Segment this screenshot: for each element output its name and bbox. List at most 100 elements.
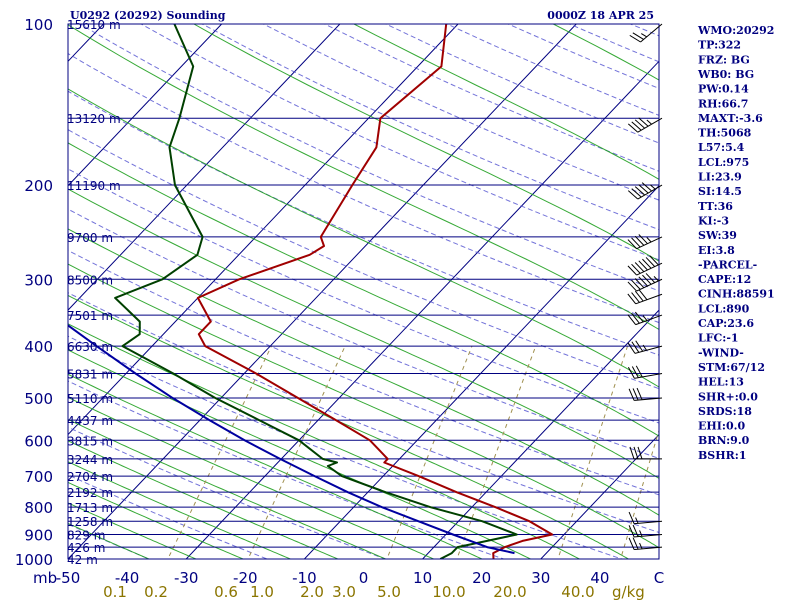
moist-adiabat [68,188,659,479]
sounding-index: LCL:890 [698,302,750,315]
moist-adiabat [68,396,435,559]
moist-adiabat [68,88,659,388]
pressure-axis-label: mb [33,569,57,587]
temperature-tick-label: -10 [292,569,317,587]
dry-adiabat [68,426,387,559]
pressure-tick-label: 800 [24,499,53,517]
height-label: 829 m [67,529,105,543]
temperature-tick-label: -30 [174,569,199,587]
height-label: 5110 m [67,392,113,406]
moist-adiabat [68,323,581,559]
mixing-ratio-line [620,428,659,559]
moist-adiabat [68,24,659,331]
sounding-index: LFC:-1 [698,332,739,345]
chart-time: 0000Z 18 APR 25 [547,9,654,22]
temperature-tick-label: 40 [590,569,609,587]
mixing-ratio-line [386,345,473,559]
mixing-ratio-tick-label: 0.2 [144,583,168,600]
moist-adiabat [68,522,151,559]
mixing-ratio-line [167,345,272,559]
dry-adiabat [79,24,659,292]
height-label: 1713 m [67,501,113,515]
sounding-index: EI:3.8 [698,244,735,257]
dewpoint-profile [114,24,518,559]
pressure-tick-label: 600 [24,432,53,450]
sounding-index: BSHR:1 [698,449,747,462]
isobars [68,23,659,560]
wind-barbs [627,23,663,551]
pressure-tick-label: 900 [24,527,53,545]
height-label: 4437 m [67,414,113,428]
wind-barb [627,234,663,250]
sounding-index: TT:36 [698,200,733,213]
moist-adiabat [68,294,630,559]
sounding-index: HEL:13 [698,376,744,389]
sounding-index: BRN:9.0 [698,434,750,447]
chart-title: U0292 (20292) Sounding [70,9,226,22]
height-label: 426 m [67,541,105,555]
parcel-profile [68,324,515,555]
sounding-index: PW:0.14 [698,83,749,96]
dry-adiabat [68,208,659,459]
sounding-index: STM:67/12 [698,361,765,374]
mixing-ratio-tick-label: 2.0 [300,583,324,600]
height-label: 9700 m [67,231,113,245]
wind-barb [627,340,663,354]
sounding-index: WB0: BG [697,68,754,81]
plot-frame [67,23,660,560]
mixing-ratio-tick-label: 10.0 [432,583,465,600]
isotherm-line [540,433,659,559]
mixing-ratio-tick-label: 3.0 [332,583,356,600]
wind-barb [627,117,663,133]
temperature-tick-label: -50 [56,569,81,587]
wind-barb [627,182,663,200]
wind-barb [628,387,663,401]
sounding-index: -PARCEL- [698,258,757,271]
height-label: 2704 m [67,470,113,484]
height-label: 8500 m [67,273,113,287]
sounding-index: SHR+:0.0 [698,390,758,403]
pressure-tick-labels: 100 200 300 400 500 600 700 800 900 1000 [15,16,53,569]
isotherm-line [185,60,659,559]
sounding-index: MAXT:-3.6 [698,112,763,125]
moist-adiabat [68,228,659,516]
sounding-index: EHI:0.0 [698,420,745,433]
sounding-index: SW:39 [698,229,737,242]
dry-adiabat [68,335,624,559]
height-label: 13120 m [67,112,121,126]
dry-adiabat [68,474,269,559]
mixing-ratio-tick-label: 20.0 [493,583,526,600]
isotherm-line [68,24,577,559]
mixing-ratio-tick-label: 0.6 [214,583,238,600]
sounding-index: CAPE:12 [698,273,751,286]
temperature-tick-label: 20 [472,569,491,587]
sounding-index: CINH:88591 [698,288,775,301]
dry-adiabat [140,24,659,261]
pressure-tick-label: 1000 [15,551,53,569]
height-label: 3244 m [67,453,113,467]
dry-adiabat [68,523,151,559]
wind-barb [629,446,662,460]
height-label: 7501 m [67,309,113,323]
moist-adiabat [68,461,292,559]
mixing-ratio-tick-label: 5.0 [377,583,401,600]
temperature-tick-labels: mb-50 -40 -30 -20 -10 0 10 20 30 40 C [33,569,664,587]
mixing-ratio-line [557,345,628,559]
mixing-ratio-tick-label: 0.1 [103,583,127,600]
temperature-tick-label: -20 [233,569,258,587]
temperature-tick-label: 10 [413,569,432,587]
sounding-index: KI:-3 [698,214,729,227]
sounding-index: -WIND- [698,346,744,359]
moist-adiabat [193,24,659,262]
sounding-index: TP:322 [698,39,741,52]
mixing-ratio-line [456,345,537,559]
mixing-ratio-unit: g/kg [612,583,645,600]
dry-adiabat [68,249,659,496]
dry-adiabat [68,129,659,390]
sounding-index: RH:66.7 [698,97,748,110]
sounding-index: WMO:20292 [697,24,774,37]
moist-adiabat [68,263,659,549]
mixing-ratio-tick-labels: 0.1 0.2 0.6 1.0 2.0 3.0 5.0 10.0 20.0 40.0 g/kg [103,583,645,600]
wind-barb [627,289,663,305]
